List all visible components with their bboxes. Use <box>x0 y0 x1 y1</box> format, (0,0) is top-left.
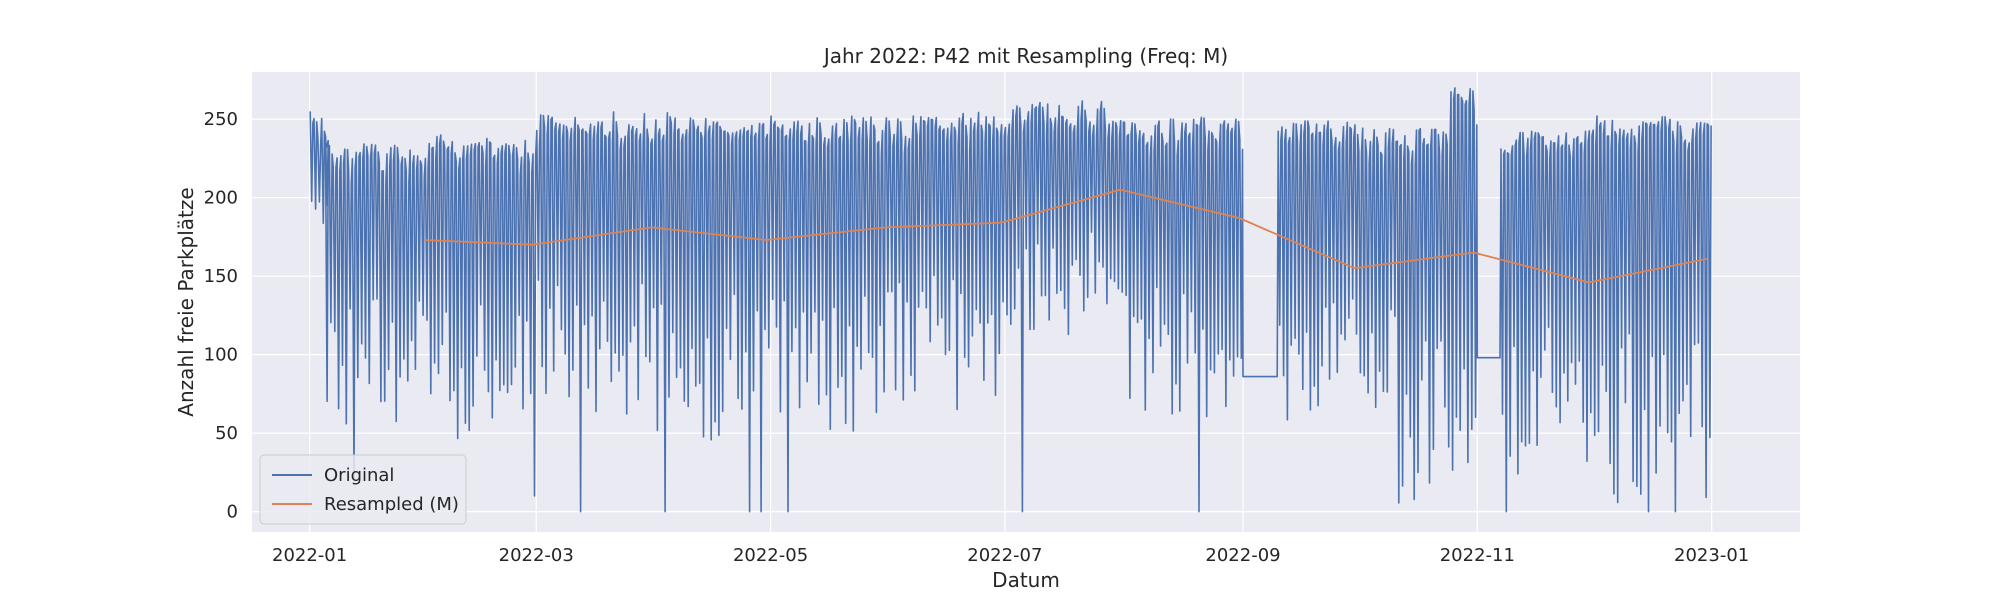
legend-box <box>259 454 467 525</box>
x-tick-label: 2022-09 <box>1205 545 1280 566</box>
chart-title: Jahr 2022: P42 mit Resampling (Freq: M) <box>822 44 1228 68</box>
original-line <box>309 87 1712 513</box>
x-axis-label: Datum <box>992 568 1060 592</box>
x-tick-label: 2022-05 <box>733 545 808 566</box>
x-tick-label: 2022-03 <box>499 545 574 566</box>
y-tick-label: 250 <box>204 109 238 130</box>
series-original <box>309 87 1712 513</box>
x-tick-label: 2022-11 <box>1440 545 1515 566</box>
series-resampled <box>424 188 1708 284</box>
x-tick-label: 2022-07 <box>967 545 1042 566</box>
x-tick-label: 2023-01 <box>1674 545 1749 566</box>
x-tick-label: 2022-01 <box>272 545 347 566</box>
legend: Original Resampled (M) <box>259 454 467 525</box>
y-tick-label: 50 <box>215 423 238 444</box>
y-axis-label: Anzahl freie Parkplätze <box>174 187 198 416</box>
legend-label-original: Original <box>324 465 394 486</box>
y-tick-label: 100 <box>204 345 238 366</box>
y-tick-label: 0 <box>227 502 238 523</box>
y-tick-label: 200 <box>204 188 238 209</box>
tick-labels: 0 50 100 150 200 250 2022-01 2022-03 2022-05 2022… <box>204 109 1750 566</box>
resampled-line <box>424 188 1708 284</box>
y-tick-label: 150 <box>204 266 238 287</box>
legend-label-resampled: Resampled (M) <box>324 494 459 515</box>
